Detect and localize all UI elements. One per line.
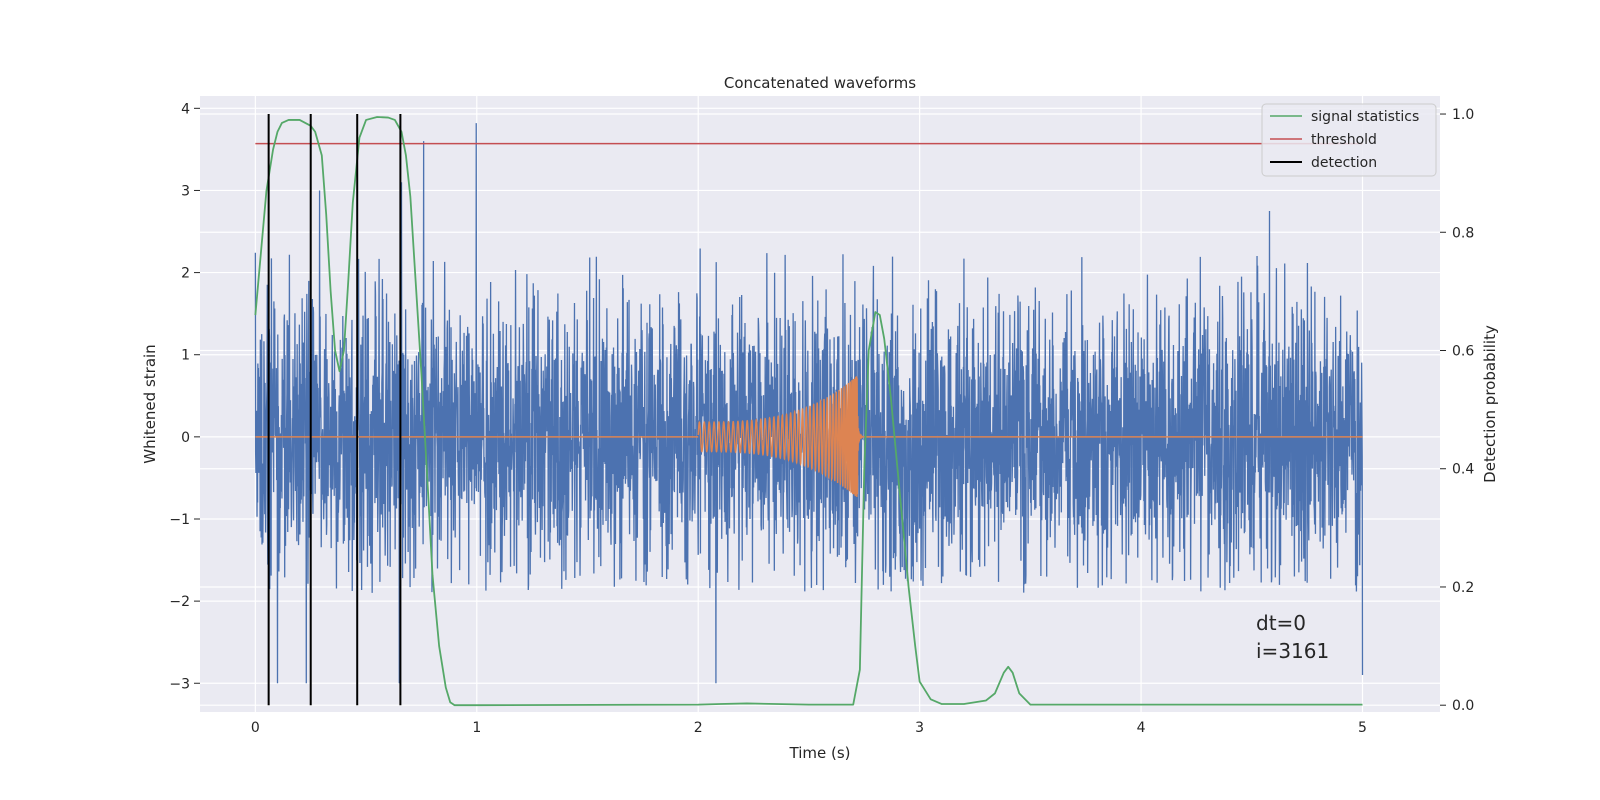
annotation-index: i=3161	[1256, 639, 1329, 663]
x-axis-label: Time (s)	[789, 744, 851, 762]
y-tick-label: 4	[181, 101, 190, 117]
noise-layer	[254, 123, 1364, 684]
x-tick-label: 4	[1137, 720, 1146, 736]
y2-tick-label: 0.2	[1452, 580, 1474, 596]
x-tick-label: 2	[694, 720, 703, 736]
legend-label-threshold: threshold	[1311, 132, 1377, 148]
y-tick-label: 0	[181, 430, 190, 446]
legend-label-signal-statistics: signal statistics	[1311, 109, 1419, 125]
y-tick-label: 1	[181, 348, 190, 364]
y-tick-label: 3	[181, 183, 190, 199]
legend-frame	[1261, 103, 1437, 177]
y-tick-label: 2	[181, 266, 190, 282]
x-tick-label: 1	[472, 720, 481, 736]
y2-tick-label: 0.8	[1452, 225, 1474, 241]
axis-layer: 0 1 2 3 4 5 −3 −2 −1 0 1 2 3 4 0.0 0.2 0.4 0.6 0.8 1.0	[169, 101, 1474, 736]
legend-label-detection: detection	[1311, 155, 1377, 171]
chirp-layer	[255, 376, 1363, 497]
y2-axis-label: Detection probability	[1481, 325, 1499, 483]
y2-tick-label: 0.0	[1452, 698, 1474, 714]
series-injected-chirp	[697, 376, 865, 497]
y-tick-label: −1	[169, 512, 190, 528]
x-tick-label: 0	[251, 720, 260, 736]
annotation: dt=0 i=3161	[1256, 611, 1329, 663]
y-tick-label: −3	[169, 676, 190, 692]
series-whitened-noise	[254, 123, 1364, 684]
chart-title: Concatenated waveforms	[724, 74, 916, 92]
y-axis-label: Whitened strain	[141, 344, 159, 463]
y2-tick-label: 1.0	[1452, 107, 1474, 123]
x-tick-label: 3	[915, 720, 924, 736]
y2-tick-label: 0.6	[1452, 343, 1474, 359]
series-signal-statistics	[254, 116, 1363, 707]
y-tick-label: −2	[169, 594, 190, 610]
legend: signal statistics threshold detection	[1261, 103, 1437, 177]
y2-tick-label: 0.4	[1452, 462, 1474, 478]
annotation-dt: dt=0	[1256, 611, 1306, 635]
series-layer	[254, 114, 1363, 707]
x-tick-label: 5	[1358, 720, 1367, 736]
